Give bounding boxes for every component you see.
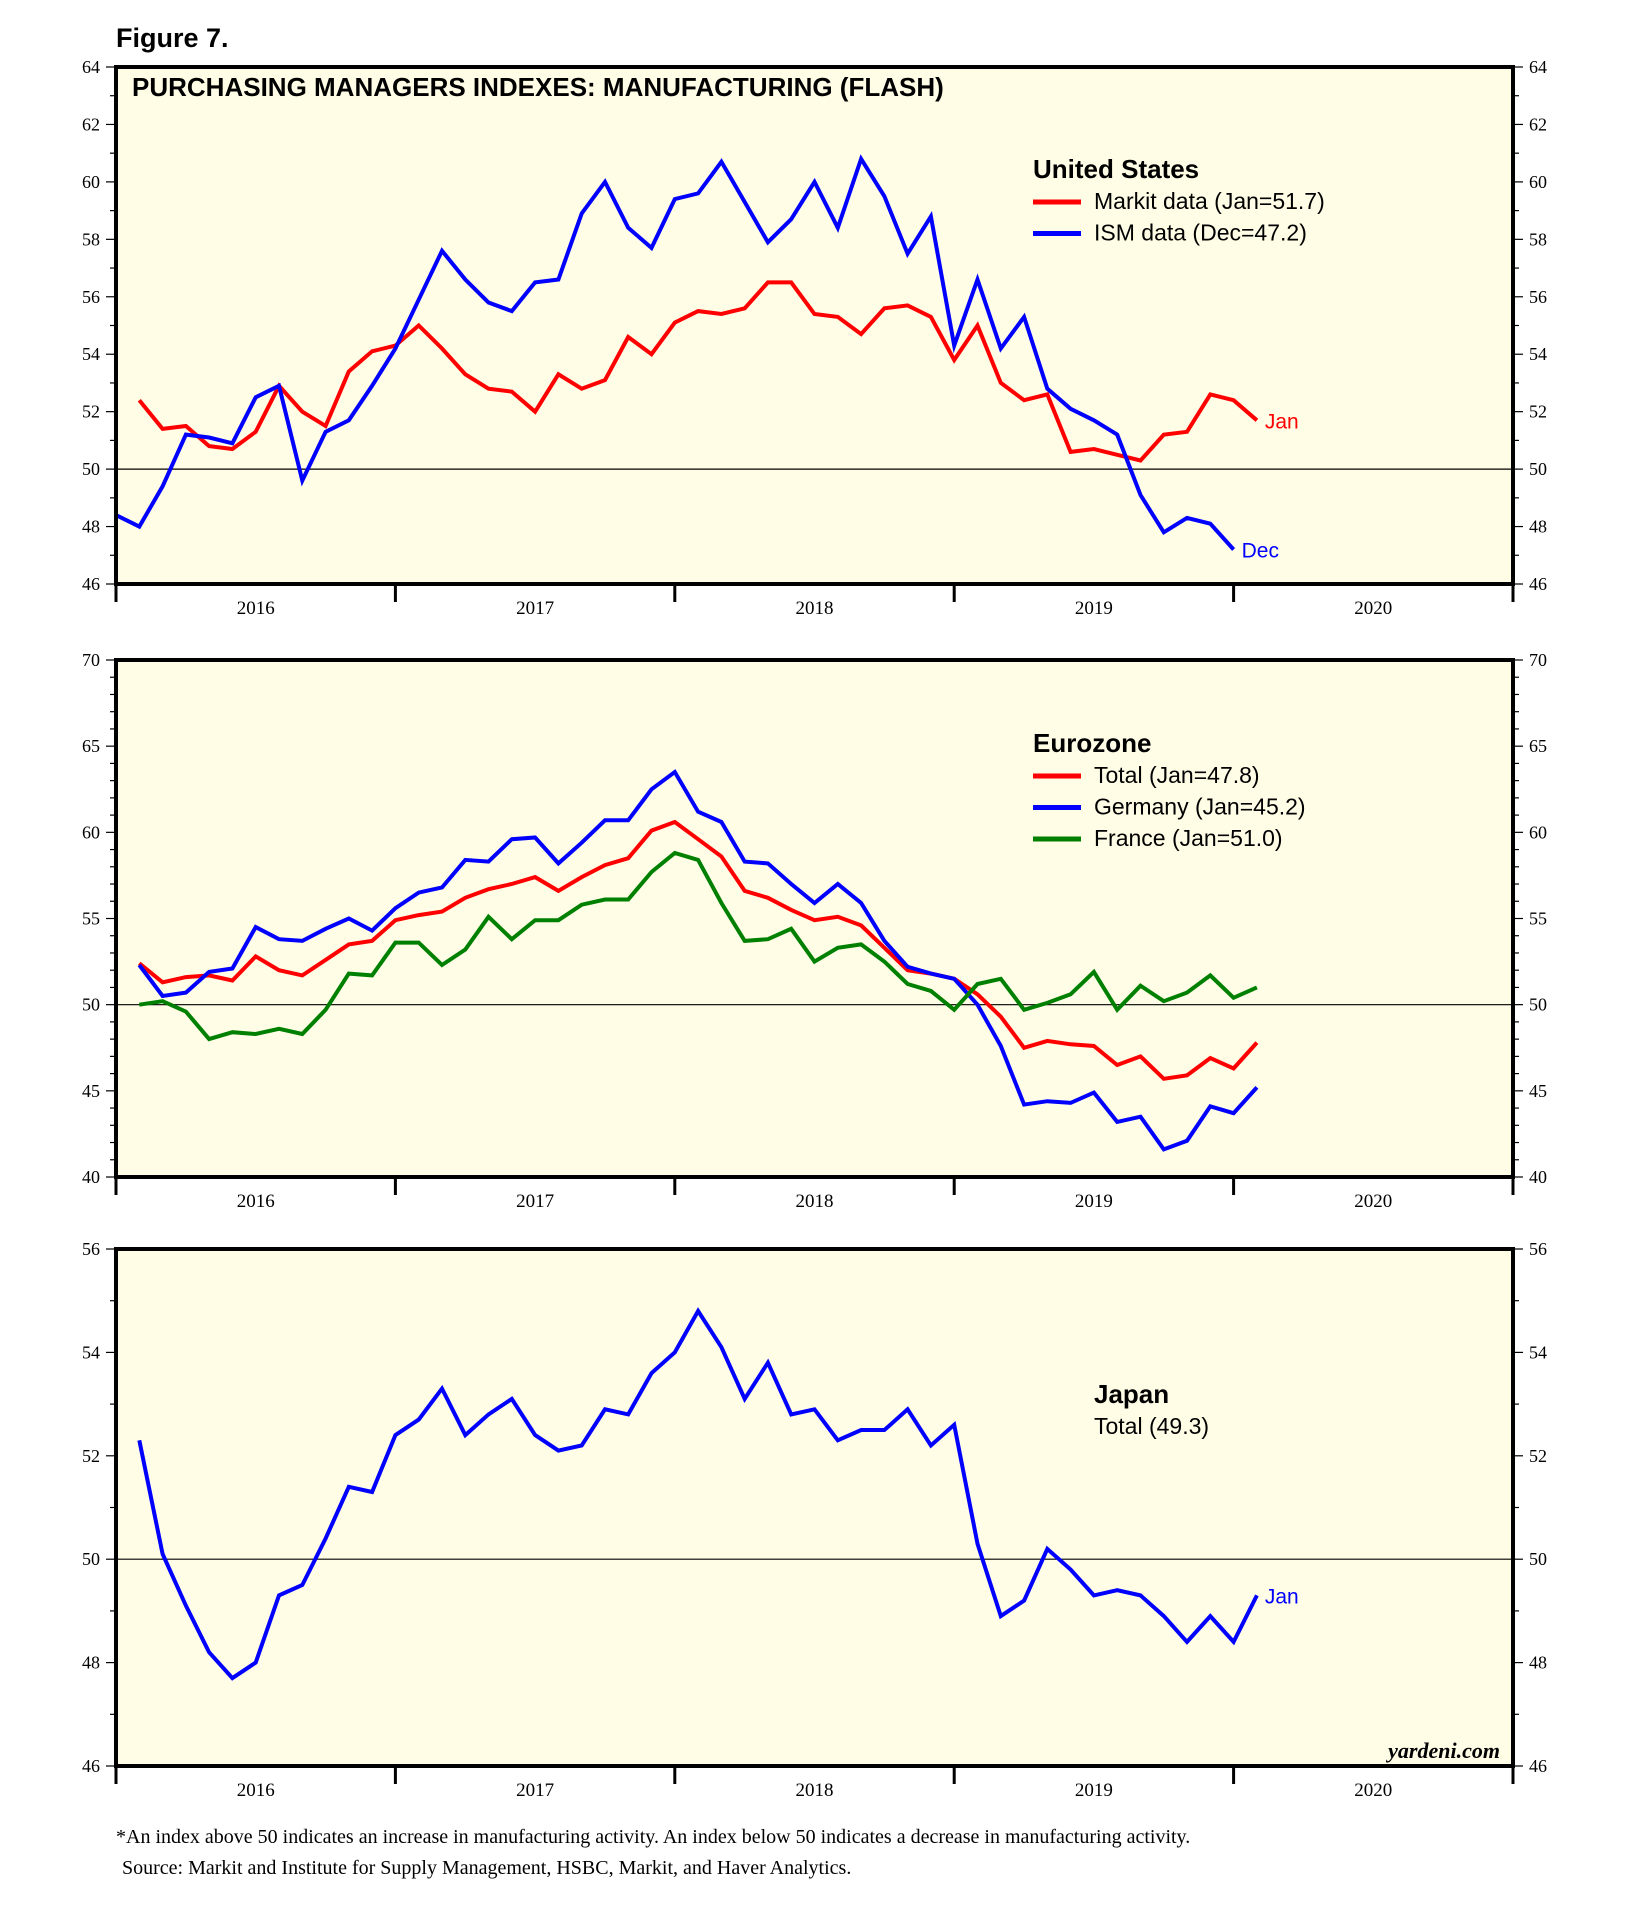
y-tick-label-left: 54 [82,1342,100,1362]
footnote: *An index above 50 indicates an increase… [116,1826,1191,1848]
y-tick-label-right: 45 [1529,1081,1547,1101]
y-tick-label-right: 70 [1529,650,1547,670]
x-tick-label: 2018 [796,598,834,619]
chart-panel-2: 40 40 45 45 50 50 55 55 60 60 65 65 70 70 2016 2017 2018… [82,650,1547,1212]
y-tick-label-left: 48 [82,1653,100,1673]
y-tick-label-right: 52 [1529,402,1547,422]
x-tick-label: 2019 [1075,1780,1113,1801]
plot-frame [114,65,1515,586]
y-tick-label-right: 50 [1529,1549,1547,1569]
legend-entry: Markit data (Jan=51.7) [1094,188,1325,214]
y-tick-label-right: 56 [1529,1239,1547,1259]
x-tick-label: 2017 [516,1191,554,1212]
x-tick-label: 2018 [796,1780,834,1801]
plot-background [116,67,1513,584]
y-tick-label-right: 48 [1529,1653,1547,1673]
x-tick-label: 2016 [237,1191,275,1212]
legend-title: United States [1033,154,1199,184]
y-tick-label-right: 50 [1529,459,1547,479]
chart-panel-3: 46 46 48 48 50 50 52 52 54 54 56 56 2016 2017 2018 2019… [82,1239,1547,1801]
y-tick-label-right: 46 [1529,1756,1547,1776]
x-tick-label: 2020 [1354,598,1392,619]
y-tick-label-right: 46 [1529,574,1547,594]
y-tick-label-right: 60 [1529,822,1547,842]
series-end-label: Jan [1265,1585,1299,1608]
y-tick-label-right: 64 [1529,57,1547,77]
y-tick-label-left: 60 [82,172,100,192]
y-tick-label-right: 56 [1529,287,1547,307]
figure-label: Figure 7. [116,23,229,53]
legend-title: Japan [1094,1379,1169,1409]
legend-entry: ISM data (Dec=47.2) [1094,220,1307,246]
y-tick-label-right: 40 [1529,1167,1547,1187]
y-tick-label-left: 50 [82,1549,100,1569]
watermark: yardeni.com [1385,1738,1500,1763]
y-tick-label-left: 50 [82,459,100,479]
x-tick-label: 2016 [237,1780,275,1801]
y-tick-label-left: 60 [82,822,100,842]
y-tick-label-right: 60 [1529,172,1547,192]
y-tick-label-left: 46 [82,1756,100,1776]
plot-frame [114,1247,1515,1768]
chart-panel-1: 46 46 48 48 50 50 52 52 54 54 56 56 58 58 60 60 62 62 64 64… [82,57,1547,619]
y-tick-label-right: 58 [1529,229,1547,249]
y-tick-label-left: 56 [82,1239,100,1259]
y-tick-label-right: 50 [1529,995,1547,1015]
y-tick-label-left: 40 [82,1167,100,1187]
x-tick-label: 2018 [796,1191,834,1212]
y-tick-label-right: 62 [1529,114,1547,134]
y-tick-label-left: 52 [82,1446,100,1466]
y-tick-label-left: 62 [82,114,100,134]
y-tick-label-left: 52 [82,402,100,422]
series-end-label: Jan [1265,410,1299,433]
legend-entry: Germany (Jan=45.2) [1094,794,1306,820]
y-tick-label-right: 54 [1529,1342,1547,1362]
legend-entry: Total (49.3) [1094,1413,1209,1439]
y-tick-label-left: 65 [82,736,100,756]
y-tick-label-right: 54 [1529,344,1547,364]
x-tick-label: 2020 [1354,1191,1392,1212]
y-tick-label-left: 50 [82,995,100,1015]
y-tick-label-right: 55 [1529,909,1547,929]
y-tick-label-left: 55 [82,909,100,929]
series-end-label: Dec [1242,540,1279,563]
y-tick-label-left: 45 [82,1081,100,1101]
y-tick-label-left: 54 [82,344,100,364]
plot-background [116,1249,1513,1766]
source-note: Source: Markit and Institute for Supply … [122,1857,852,1879]
legend-entry: Total (Jan=47.8) [1094,762,1260,788]
y-tick-label-left: 48 [82,517,100,537]
plot-frame [114,658,1515,1179]
x-tick-label: 2017 [516,598,554,619]
y-tick-label-left: 46 [82,574,100,594]
y-tick-label-right: 52 [1529,1446,1547,1466]
chart-title: PURCHASING MANAGERS INDEXES: MANUFACTURI… [132,72,944,102]
y-tick-label-right: 65 [1529,736,1547,756]
legend-title: Eurozone [1033,728,1151,758]
x-tick-label: 2016 [237,598,275,619]
x-tick-label: 2020 [1354,1780,1392,1801]
x-tick-label: 2019 [1075,1191,1113,1212]
y-tick-label-left: 64 [82,57,100,77]
y-tick-label-left: 56 [82,287,100,307]
x-tick-label: 2019 [1075,598,1113,619]
legend-entry: France (Jan=51.0) [1094,825,1283,851]
y-tick-label-left: 58 [82,229,100,249]
y-tick-label-right: 48 [1529,517,1547,537]
y-tick-label-left: 70 [82,650,100,670]
x-tick-label: 2017 [516,1780,554,1801]
